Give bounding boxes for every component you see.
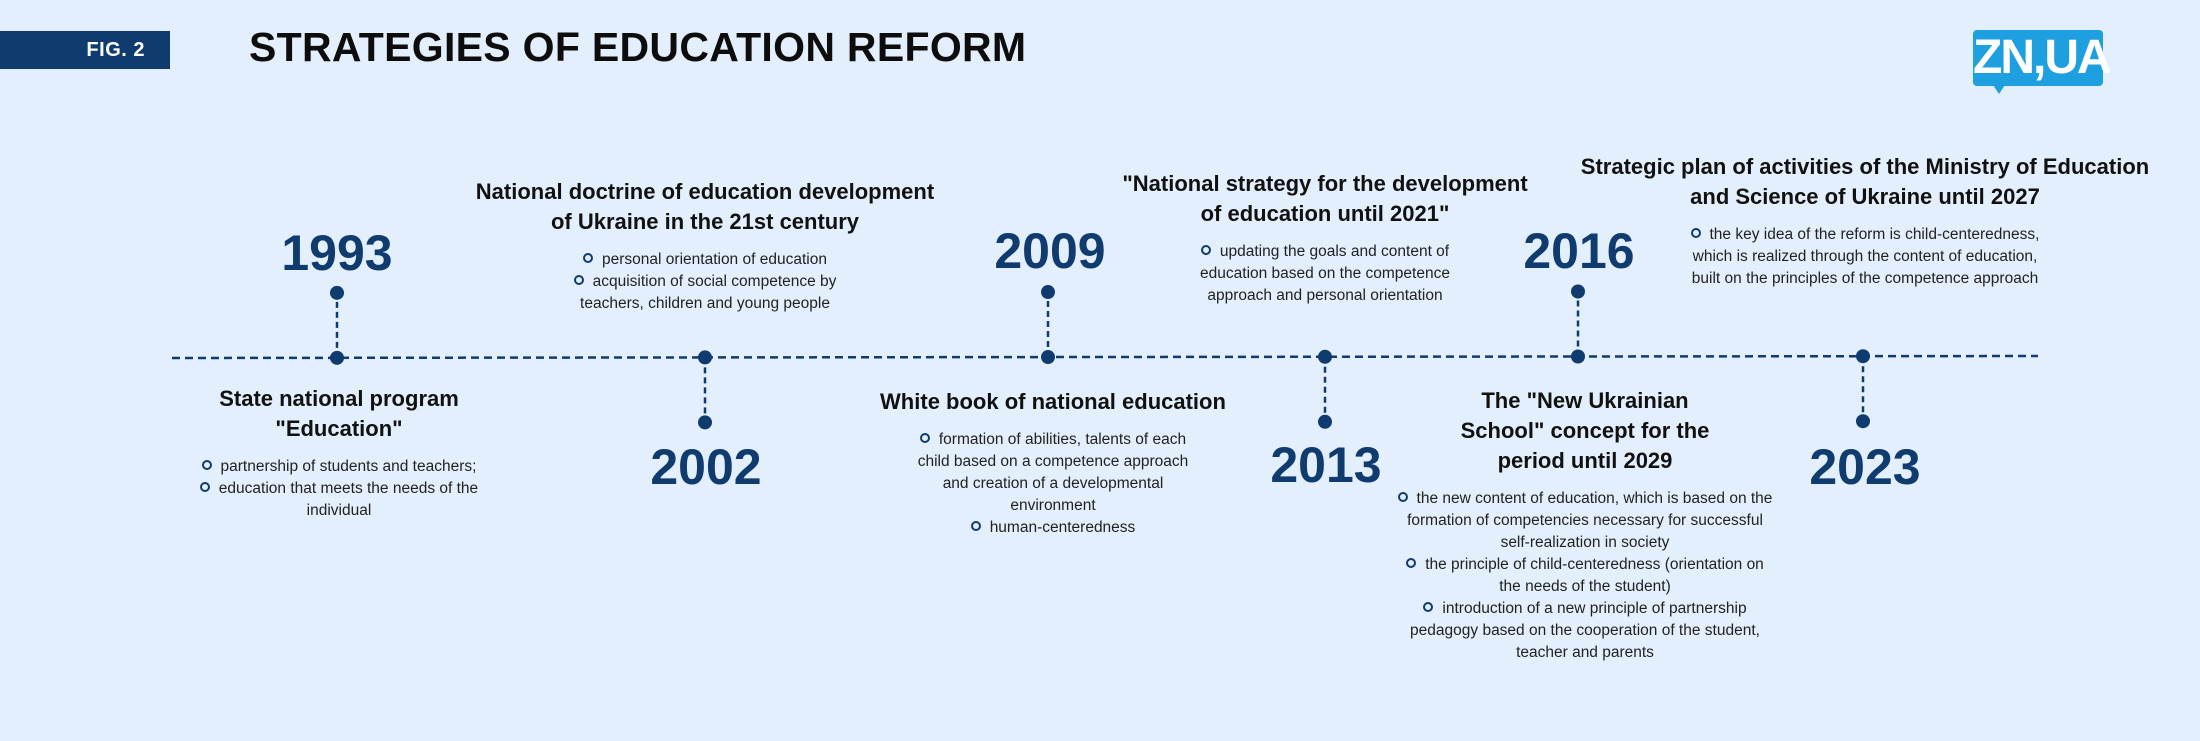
list-item: the key idea of the reform is child-cent… (1690, 226, 2040, 287)
bullet-icon (1690, 228, 1701, 238)
bullet-icon (573, 275, 584, 285)
axis-dot-2009 (1041, 350, 1055, 365)
list-item: the new content of education, which is b… (1395, 488, 1775, 554)
list-item: education that meets the needs of the in… (178, 478, 500, 522)
list-item: partnership of students and teachers; (178, 456, 500, 478)
bullet-icon (199, 482, 210, 492)
bullet-icon (919, 433, 930, 443)
bullet-icon (1200, 245, 1211, 255)
bullet-list: personal orientation of education acquis… (555, 249, 855, 315)
event-title: White book of national education (880, 389, 1226, 414)
end-dot-1993 (330, 285, 344, 300)
bullet-list: the new content of education, which is b… (1395, 488, 1775, 664)
axis-dot-2023 (1856, 349, 1870, 364)
bullet-icon (970, 521, 981, 531)
list-item: introduction of a new principle of partn… (1410, 600, 1760, 661)
event-2023: Strategic plan of activities of the Mini… (1580, 152, 2150, 290)
year-label-2002: 2002 (650, 439, 762, 495)
logo: ZN,UA (1973, 30, 2112, 94)
logo-speech-tail (1993, 85, 2005, 94)
bullet-icon (201, 460, 212, 470)
year-label-2013: 2013 (1270, 437, 1382, 493)
list-item: personal orientation of education (555, 249, 855, 271)
event-title: "National strategy for the development o… (1122, 171, 1528, 226)
event-title: The "New Ukrainian School" concept for t… (1460, 388, 1710, 473)
end-dot-2016 (1571, 284, 1585, 299)
end-dot-2023 (1856, 414, 1870, 429)
axis-dot-1993 (330, 350, 344, 365)
event-2016: The "New Ukrainian School" concept for t… (1395, 386, 1775, 664)
axis-dot-2013 (1318, 349, 1332, 364)
axis-dot-2002 (698, 350, 712, 365)
list-item: the principle of child-centeredness (ori… (1395, 554, 1775, 598)
axis-dot-2016 (1571, 349, 1585, 364)
list-item: formation of abilities, talents of each … (917, 431, 1189, 514)
timeline-axis (171, 354, 2039, 360)
bullet-list: updating the goals and content of educat… (1175, 241, 1475, 307)
event-title: State national program "Education" (219, 386, 459, 441)
list-item: updating the goals and content of educat… (1200, 243, 1450, 304)
end-dot-2013 (1318, 414, 1332, 429)
bullet-icon (1406, 558, 1417, 568)
year-label-2016: 2016 (1523, 223, 1635, 279)
event-title: National doctrine of education developme… (475, 179, 935, 234)
event-title: Strategic plan of activities of the Mini… (1580, 154, 2150, 209)
event-2002: National doctrine of education developme… (470, 177, 940, 315)
end-dot-2009 (1041, 285, 1055, 300)
year-label-2009: 2009 (994, 223, 1106, 279)
logo-text: ZN,UA (1973, 30, 2112, 86)
bullet-icon (1423, 602, 1434, 612)
page-title: STRATEGIES OF EDUCATION REFORM (249, 24, 1027, 70)
end-dot-2002 (698, 415, 712, 430)
bullet-list: formation of abilities, talents of each … (908, 429, 1198, 539)
bullet-icon (1397, 492, 1408, 502)
year-label-1993: 1993 (281, 225, 393, 281)
bullet-icon (583, 253, 594, 263)
event-2013: "National strategy for the development o… (1115, 169, 1535, 307)
list-item: acquisition of social competence by teac… (555, 271, 855, 315)
year-label-2023: 2023 (1809, 439, 1921, 495)
list-item: human-centeredness (908, 517, 1198, 539)
bullet-list: the key idea of the reform is child-cent… (1680, 224, 2050, 290)
bullet-list: partnership of students and teachers; ed… (178, 456, 500, 522)
event-1993: State national program "Education" partn… (178, 384, 500, 522)
event-2009: White book of national education formati… (870, 387, 1236, 539)
figure-label: FIG. 2 (0, 31, 170, 69)
